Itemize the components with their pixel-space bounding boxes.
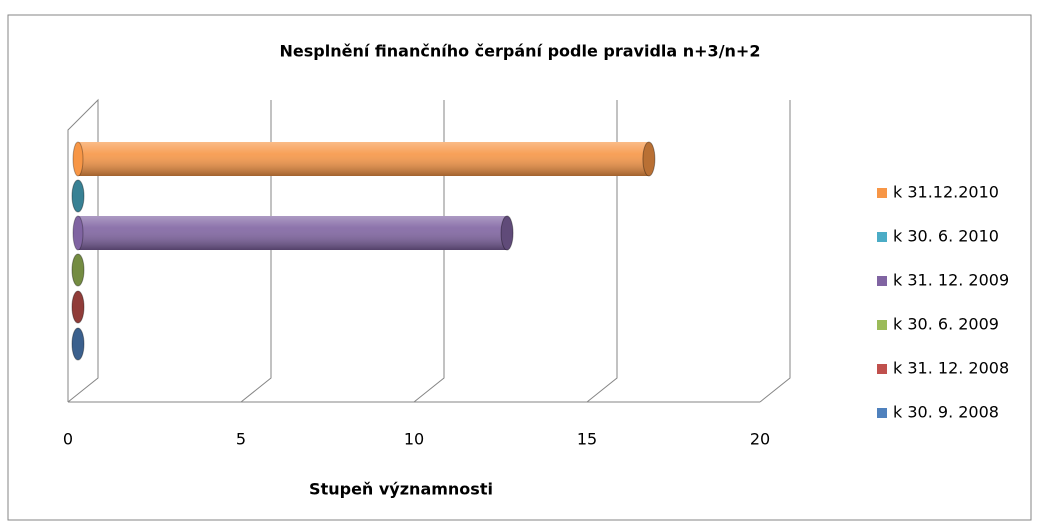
legend-swatch [877,320,887,330]
bar-end-cap [71,253,85,287]
plot-area: 0 5 10 15 20 [63,98,791,449]
bar-end-shade [642,142,655,176]
legend-swatch [877,408,887,418]
x-tick-label: 5 [236,430,246,449]
legend: k 30. 9. 2008 k 31. 12. 2008 k 30. 6. 2009… [877,183,1009,422]
bar-end-cap [642,141,656,177]
bar-end-cap [71,290,85,324]
bar [72,141,656,177]
bar [71,253,85,287]
bar-shade [78,216,508,250]
x-axis-label: Stupeň významnosti [309,480,493,499]
grid-line [759,100,791,403]
legend-swatch [877,276,887,286]
bar-start-cap [72,215,84,251]
legend-swatch [877,364,887,374]
bar-start-cap [72,141,84,177]
bar-end-shade [501,216,514,250]
legend-swatch [877,232,887,242]
x-tick-label: 20 [750,430,770,449]
bar-end-cap [500,215,514,251]
bar-end-shade [72,180,84,212]
grid-line [67,100,99,403]
bar-end-shade [72,254,84,286]
legend-swatch [877,188,887,198]
chart-title: Nesplnění finančního čerpání podle pravi… [280,42,761,61]
grid-line [413,100,445,403]
legend-label: k 31.12.2010 [893,183,999,202]
bar-end-cap [71,179,85,213]
legend-label: k 30. 6. 2010 [893,227,999,246]
bar-end-cap [71,327,85,361]
bar [72,215,514,251]
x-tick-label: 10 [404,430,424,449]
bar-shade [78,142,649,176]
bar [71,179,85,213]
chart-frame [7,14,1032,521]
grid-line [586,100,618,403]
x-tick-label: 0 [63,430,73,449]
grid-line [240,100,272,403]
bar-end-shade [72,328,84,360]
legend-label: k 30. 6. 2009 [893,315,999,334]
x-tick-label: 15 [577,430,597,449]
bar [71,290,85,324]
legend-label: k 31. 12. 2009 [893,271,1009,290]
legend-label: k 30. 9. 2008 [893,403,999,422]
legend-label: k 31. 12. 2008 [893,359,1009,378]
bar [71,327,85,361]
bar-end-shade [72,291,84,323]
